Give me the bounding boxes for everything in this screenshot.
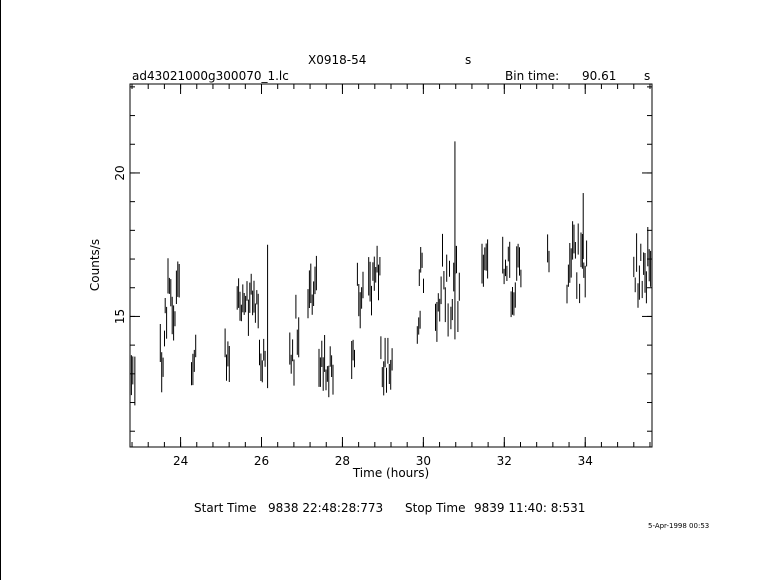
- x-tick-label: 28: [335, 454, 350, 468]
- axis-ticks: [130, 84, 652, 447]
- left-border: [0, 0, 1, 580]
- bin-time-unit: s: [644, 69, 651, 83]
- y-tick-label: 15: [113, 309, 127, 324]
- x-tick-label: 24: [173, 454, 188, 468]
- start-time-label: Start Time: [194, 501, 257, 515]
- bin-time-label: Bin time:: [505, 69, 560, 83]
- x-tick-label: 34: [578, 454, 593, 468]
- tick-labels: 24 26 28 30 32 34 15 20: [113, 165, 593, 468]
- x-tick-label: 30: [416, 454, 431, 468]
- data-marks: [129, 141, 653, 406]
- plot-frame: [129, 83, 653, 448]
- object-name: X0918-54: [308, 53, 367, 67]
- start-time-value: 9838 22:48:28:773: [268, 501, 384, 515]
- plot-date-stamp: 5-Apr-1998 00:53: [648, 522, 710, 530]
- y-axis-label: Counts/s: [88, 239, 102, 291]
- lightcurve-filename: ad43021000g300070_1.lc: [132, 69, 289, 83]
- x-tick-label: 26: [254, 454, 269, 468]
- x-tick-label: 32: [497, 454, 512, 468]
- bin-time-value: 90.61: [582, 69, 617, 83]
- y-tick-label: 20: [113, 165, 127, 180]
- stop-time-label: Stop Time: [405, 501, 466, 515]
- object-suffix: s: [465, 53, 472, 67]
- stop-time-value: 9839 11:40: 8:531: [474, 501, 586, 515]
- x-axis-label: Time (hours): [352, 466, 429, 480]
